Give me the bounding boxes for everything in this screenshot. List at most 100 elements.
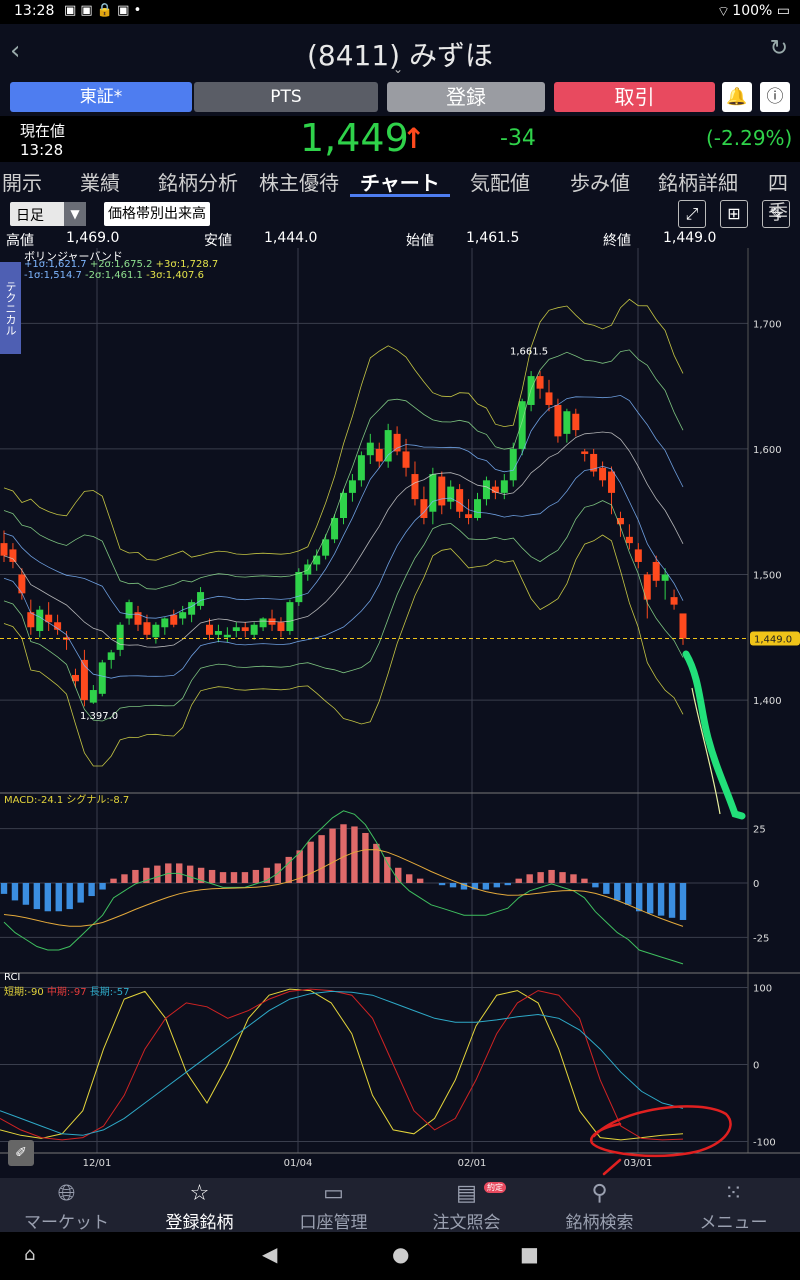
macd-histogram-bar (668, 883, 676, 918)
rci-panel: 100 0 -100 (0, 984, 776, 1148)
candle-body (98, 662, 106, 694)
candle-body (107, 652, 115, 660)
nav-account[interactable]: ▭ 口座管理 (267, 1178, 400, 1233)
candle-body (581, 451, 589, 454)
macd-histogram-bar (384, 856, 391, 883)
bottom-nav: 🌐︎ マーケット ☆ 登録銘柄 ▭ 口座管理 ▤ 約定 注文照会 ⚲ 銘柄検索 … (0, 1178, 800, 1233)
macd-histogram-bar (241, 872, 249, 883)
close-label: 終値 (603, 233, 631, 249)
candle-body (384, 430, 392, 462)
pencil-icon[interactable]: ✎ (762, 200, 790, 228)
chart-svg[interactable]: 1,400 1,500 1,600 1,700 1,449.0 1,661.5 1,397.… (0, 248, 800, 1178)
candle-body (134, 612, 142, 625)
bollinger-band-line (3, 298, 684, 561)
info-icon[interactable]: ⓘ (760, 82, 790, 112)
candle-body (9, 549, 17, 562)
technical-tab[interactable]: テクニカル (0, 262, 21, 354)
candle-body (491, 486, 499, 493)
macd-histogram-bar (230, 872, 238, 883)
layout-grid-icon[interactable]: ⊞ (720, 200, 748, 228)
refresh-icon[interactable]: ↻ (769, 36, 788, 61)
chevron-down-icon[interactable]: ⌄ (393, 62, 404, 76)
macd-histogram-bar (186, 865, 194, 883)
home-icon[interactable]: ● (392, 1242, 410, 1266)
tab-benefits[interactable]: 株主優待 (259, 171, 339, 195)
macd-histogram-bar (285, 856, 292, 883)
fullscreen-icon[interactable]: ⤢ (678, 200, 706, 228)
card-icon: ▭ (323, 1181, 344, 1206)
market-button-row: 東証* PTS 登録 取引 🔔 ⓘ (0, 80, 800, 114)
macd-histogram-bar (11, 883, 19, 901)
candle-body (590, 453, 598, 472)
tab-quotes[interactable]: 気配値 (470, 171, 530, 195)
volume-by-price-button[interactable]: 価格帯別出来高 (104, 202, 210, 226)
macd-histogram-bar (121, 874, 128, 883)
nav-watchlist[interactable]: ☆ 登録銘柄 (133, 1178, 266, 1233)
trade-button[interactable]: 取引 (554, 82, 715, 112)
nav-search[interactable]: ⚲ 銘柄検索 (533, 1178, 666, 1233)
macd-histogram-bar (263, 867, 271, 883)
pts-button[interactable]: PTS (194, 82, 378, 112)
projection-line (691, 687, 721, 815)
macd-tick-label: 25 (753, 825, 766, 836)
candle-body (456, 489, 464, 512)
macd-histogram-bar (559, 872, 566, 883)
candle-body (474, 499, 482, 518)
macd-histogram-bar (340, 824, 347, 883)
tab-disclosure[interactable]: 開示 (2, 171, 42, 195)
tab-earnings[interactable]: 業績 (80, 171, 120, 195)
candle-body (27, 612, 35, 628)
bollinger-band-line (3, 500, 684, 722)
candle-body (223, 634, 231, 638)
period-select[interactable]: 日足 ▼ (10, 202, 86, 226)
nav-orders[interactable]: ▤ 約定 注文照会 (400, 1178, 533, 1233)
chart-area[interactable]: 1,400 1,500 1,600 1,700 1,449.0 1,661.5 1,397.… (0, 248, 800, 1178)
home-app-icon[interactable]: ⌂ (24, 1244, 36, 1265)
tab-chart[interactable]: チャート (360, 171, 440, 195)
macd-histogram-bar (197, 867, 205, 883)
candle-body (482, 480, 490, 500)
candle-body (188, 602, 196, 615)
signal-line (3, 849, 684, 927)
nav-market[interactable]: 🌐︎ マーケット (0, 1178, 133, 1233)
recents-icon[interactable]: ■ (520, 1242, 539, 1266)
macd-histogram-bar (329, 828, 336, 883)
bell-icon[interactable]: 🔔 (722, 82, 752, 112)
bollinger-title: ボリンジャーバンド (24, 250, 123, 263)
candle-body (500, 480, 508, 493)
candle-body (661, 574, 669, 581)
candle-body (402, 451, 410, 468)
candle-body (536, 376, 544, 389)
price-time: 13:28 (20, 141, 64, 159)
tab-shikiho[interactable]: 四季 (768, 171, 788, 224)
candle-body (250, 624, 258, 635)
y-tick-label: 1,600 (753, 445, 782, 456)
tosho-button[interactable]: 東証* (10, 82, 192, 112)
candle-body (170, 614, 178, 625)
price-row: 現在値 13:28 1,449 ↑ -34 (-2.29%) (0, 116, 800, 162)
title-bar: ‹ (8411) みずほ ⌄ ↻ (0, 24, 800, 78)
macd-histogram-bar (132, 869, 139, 883)
drawing-tool-icon[interactable]: ✐ (8, 1140, 34, 1166)
star-icon: ☆ (189, 1181, 210, 1206)
macd-histogram-bar (603, 883, 610, 894)
back-chevron-icon[interactable]: ‹ (10, 36, 21, 66)
candle-body (286, 602, 294, 632)
macd-histogram-bar (460, 883, 468, 890)
macd-histogram-bar (438, 883, 446, 886)
tab-ticks[interactable]: 歩み値 (570, 171, 630, 195)
active-tab-indicator (350, 194, 450, 197)
globe-icon: 🌐︎ (57, 1181, 76, 1206)
nav-menu[interactable]: ⁙ メニュー (667, 1178, 800, 1233)
macd-histogram-bar (515, 878, 522, 883)
date-tick-label: 12/01 (83, 1158, 112, 1169)
back-icon[interactable]: ◀ (262, 1242, 278, 1266)
macd-histogram-bar (77, 883, 84, 903)
register-button[interactable]: 登録 (387, 82, 545, 112)
rci-series-line (0, 988, 684, 1141)
macd-histogram-bar (504, 883, 511, 886)
tab-details[interactable]: 銘柄詳細 (658, 171, 738, 195)
green-marker-stroke (682, 650, 746, 820)
macd-histogram-bar (66, 883, 73, 910)
tab-analysis[interactable]: 銘柄分析 (158, 171, 238, 195)
